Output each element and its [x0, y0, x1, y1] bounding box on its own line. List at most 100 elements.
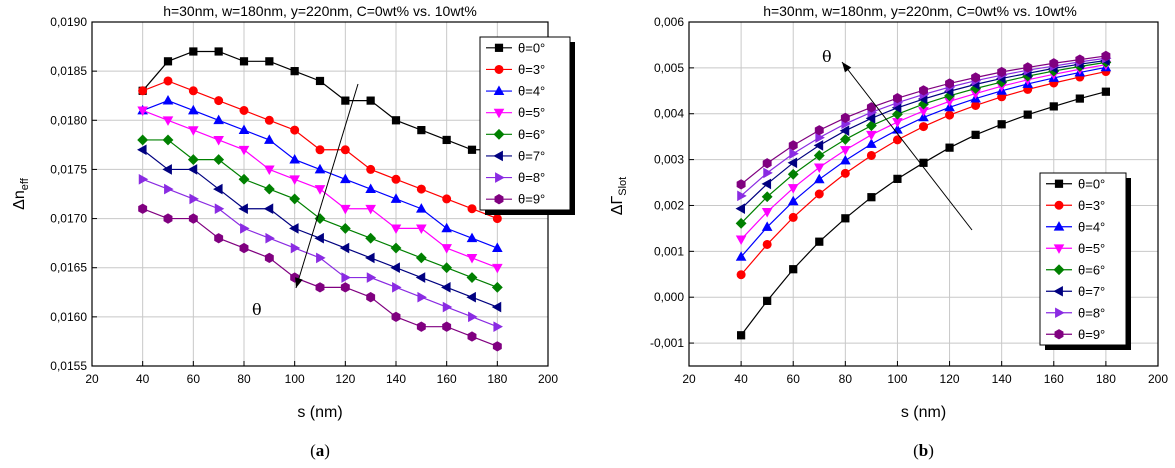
- data-point: [839, 125, 850, 137]
- panel-caption-letter: a: [316, 441, 325, 460]
- data-point: [997, 66, 1007, 78]
- panel-caption-close: ): [928, 441, 934, 460]
- x-tick-label: 120: [940, 372, 960, 386]
- y-tick-label: 0,004: [654, 107, 684, 121]
- data-point: [1023, 110, 1032, 119]
- data-point: [492, 341, 502, 352]
- data-point: [997, 120, 1006, 129]
- data-point: [188, 126, 199, 136]
- data-point: [945, 78, 955, 89]
- legend-marker: [1053, 244, 1065, 254]
- y-tick-label: 0,0175: [50, 162, 87, 176]
- x-tick-label: 40: [734, 372, 748, 386]
- data-point: [1101, 87, 1110, 96]
- data-point: [264, 134, 275, 144]
- data-point: [163, 76, 173, 86]
- data-point: [365, 232, 377, 244]
- data-point: [163, 57, 173, 66]
- x-tick-label: 120: [335, 372, 355, 386]
- legend-marker: [493, 128, 505, 140]
- series-4: [735, 56, 1112, 229]
- chart-title: h=30nm, w=180nm, y=220nm, C=0wt% vs. 10w…: [163, 3, 477, 19]
- data-point: [189, 47, 198, 56]
- data-point: [240, 223, 250, 234]
- series-7: [736, 50, 1111, 190]
- data-point: [467, 331, 477, 342]
- theta-annotation: θ: [252, 300, 262, 319]
- data-point: [417, 126, 426, 135]
- y-tick-label: 0,003: [654, 153, 684, 167]
- data-point: [290, 125, 300, 135]
- data-point: [737, 331, 746, 340]
- x-tick-label: 20: [85, 372, 99, 386]
- y-axis-label-subscript: eff: [19, 177, 31, 190]
- x-tick-label: 80: [839, 372, 853, 386]
- data-point: [736, 179, 746, 190]
- data-point: [339, 242, 350, 254]
- data-point: [162, 164, 172, 175]
- x-tick-label: 200: [1148, 372, 1168, 386]
- data-point: [290, 67, 299, 76]
- data-point: [264, 252, 274, 264]
- x-tick-label: 40: [136, 372, 150, 386]
- data-point: [162, 95, 174, 105]
- data-point: [188, 86, 198, 96]
- data-point: [391, 311, 401, 323]
- data-point: [787, 184, 799, 194]
- data-point: [390, 262, 400, 274]
- data-point: [815, 132, 825, 143]
- data-point: [813, 163, 825, 174]
- data-point: [442, 321, 452, 332]
- x-tick-label: 180: [1096, 372, 1116, 386]
- y-axis-label-main: Δn: [11, 190, 28, 210]
- x-tick-label: 200: [538, 372, 558, 386]
- panel-caption-open: (: [310, 441, 316, 460]
- chart-panel-a: 20 40 60 80 100 120 140 160 180 200 0,0155 0,0160 0,…: [11, 3, 575, 460]
- legend-marker: [494, 64, 504, 74]
- panel-caption-close: ): [324, 441, 330, 460]
- data-point: [213, 136, 224, 146]
- data-point: [392, 282, 402, 293]
- data-point: [841, 214, 850, 223]
- plot-frame: [688, 21, 1159, 367]
- y-tick-label: 0,0165: [50, 261, 87, 275]
- data-point: [1075, 94, 1084, 103]
- x-tick-label: 160: [1044, 372, 1064, 386]
- data-point: [416, 321, 426, 332]
- data-point: [164, 183, 174, 195]
- data-point: [865, 120, 877, 132]
- x-tick-label: 80: [237, 372, 251, 386]
- legend-marker: [495, 172, 505, 183]
- data-point: [188, 104, 199, 115]
- data-point: [918, 111, 929, 122]
- data-point: [341, 96, 350, 105]
- x-tick-label: 160: [437, 372, 457, 386]
- y-tick-label: -0,001: [650, 336, 684, 350]
- data-point: [390, 242, 402, 254]
- data-point: [787, 195, 799, 206]
- x-tick-label: 100: [887, 372, 907, 386]
- data-point: [239, 57, 249, 66]
- data-point: [214, 233, 224, 244]
- data-point: [467, 204, 477, 214]
- data-point: [239, 242, 249, 254]
- data-point: [289, 193, 301, 205]
- data-point: [214, 96, 224, 106]
- data-point: [867, 193, 876, 202]
- series-5: [137, 144, 502, 313]
- data-point: [314, 163, 326, 174]
- data-point: [840, 168, 850, 178]
- data-point: [737, 190, 747, 202]
- series-4: [137, 134, 503, 293]
- data-point: [866, 150, 876, 160]
- y-tick-label: 0,0190: [50, 15, 87, 29]
- legend-marker: [1053, 264, 1065, 276]
- x-tick-label: 60: [187, 372, 201, 386]
- x-tick-label: 140: [386, 372, 406, 386]
- data-point: [365, 252, 375, 264]
- data-point: [735, 217, 747, 229]
- series-1: [736, 67, 1111, 280]
- data-point: [314, 185, 326, 195]
- legend-label: θ=5°: [1078, 241, 1105, 256]
- data-point: [289, 223, 299, 234]
